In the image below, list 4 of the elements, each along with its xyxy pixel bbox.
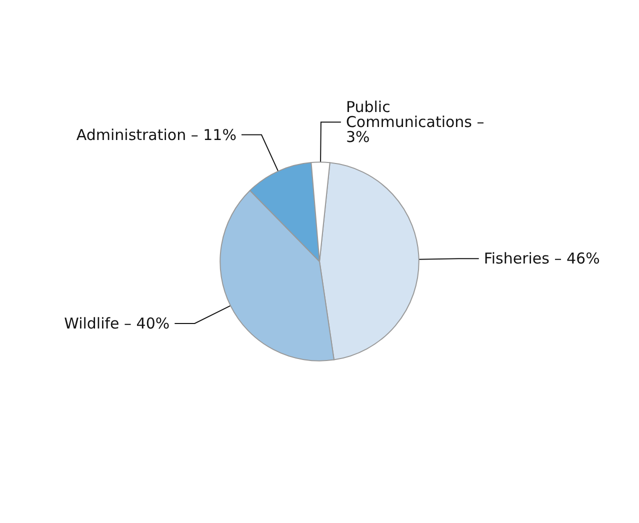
- slice-label: Fisheries – 46%: [484, 250, 600, 268]
- slice-label: Administration – 11%: [76, 126, 236, 144]
- slice-label: Public Communications – 3%: [346, 98, 490, 146]
- slice-label: Wildlife – 40%: [64, 314, 170, 332]
